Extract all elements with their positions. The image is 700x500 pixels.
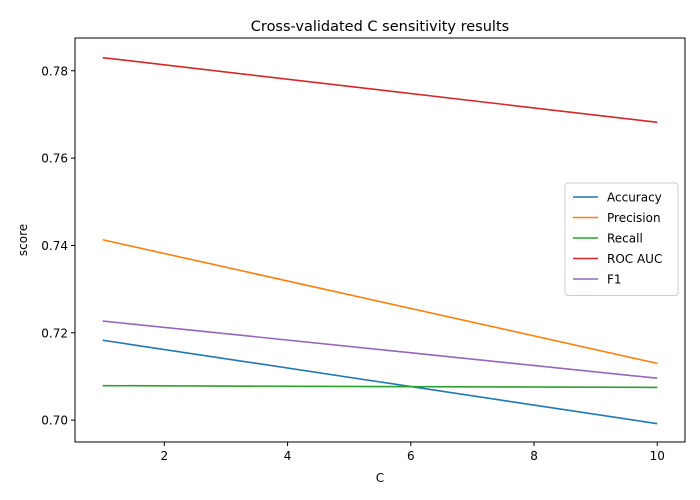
x-tick-label: 8 — [530, 449, 538, 463]
legend-label-f1: F1 — [607, 273, 622, 287]
x-tick-label: 2 — [161, 449, 169, 463]
y-tick-label: 0.78 — [41, 64, 68, 78]
x-tick-label: 4 — [284, 449, 292, 463]
legend: Accuracy Precision Recall ROC AUC F1 — [564, 182, 679, 296]
legend-label-precision: Precision — [607, 211, 661, 225]
x-tick-label: 6 — [407, 449, 415, 463]
y-tick-label: 0.76 — [41, 152, 68, 166]
y-tick-label: 0.70 — [41, 414, 68, 428]
legend-label-accuracy: Accuracy — [607, 191, 662, 205]
x-axis-label: C — [376, 471, 384, 485]
x-axis-ticks: 2 4 6 8 10 — [161, 442, 665, 463]
series-line-accuracy — [102, 339, 658, 425]
y-axis-ticks: 0.70 0.72 0.74 0.76 0.78 — [41, 64, 75, 428]
plot-frame — [74, 37, 686, 443]
legend-label-roc-auc: ROC AUC — [607, 252, 662, 266]
series-line-f1 — [102, 320, 658, 380]
series-line-recall — [102, 384, 658, 389]
x-tick-label: 10 — [650, 449, 665, 463]
legend-label-recall: Recall — [607, 232, 643, 246]
legend-frame — [564, 182, 679, 296]
y-axis-label: score — [16, 224, 30, 256]
y-tick-label: 0.74 — [41, 239, 68, 253]
plot-lines — [102, 56, 658, 425]
y-tick-label: 0.72 — [41, 326, 68, 340]
chart-title: Cross-validated C sensitivity results — [251, 19, 509, 35]
series-line-precision — [102, 238, 658, 365]
series-line-roc-auc — [102, 56, 658, 124]
